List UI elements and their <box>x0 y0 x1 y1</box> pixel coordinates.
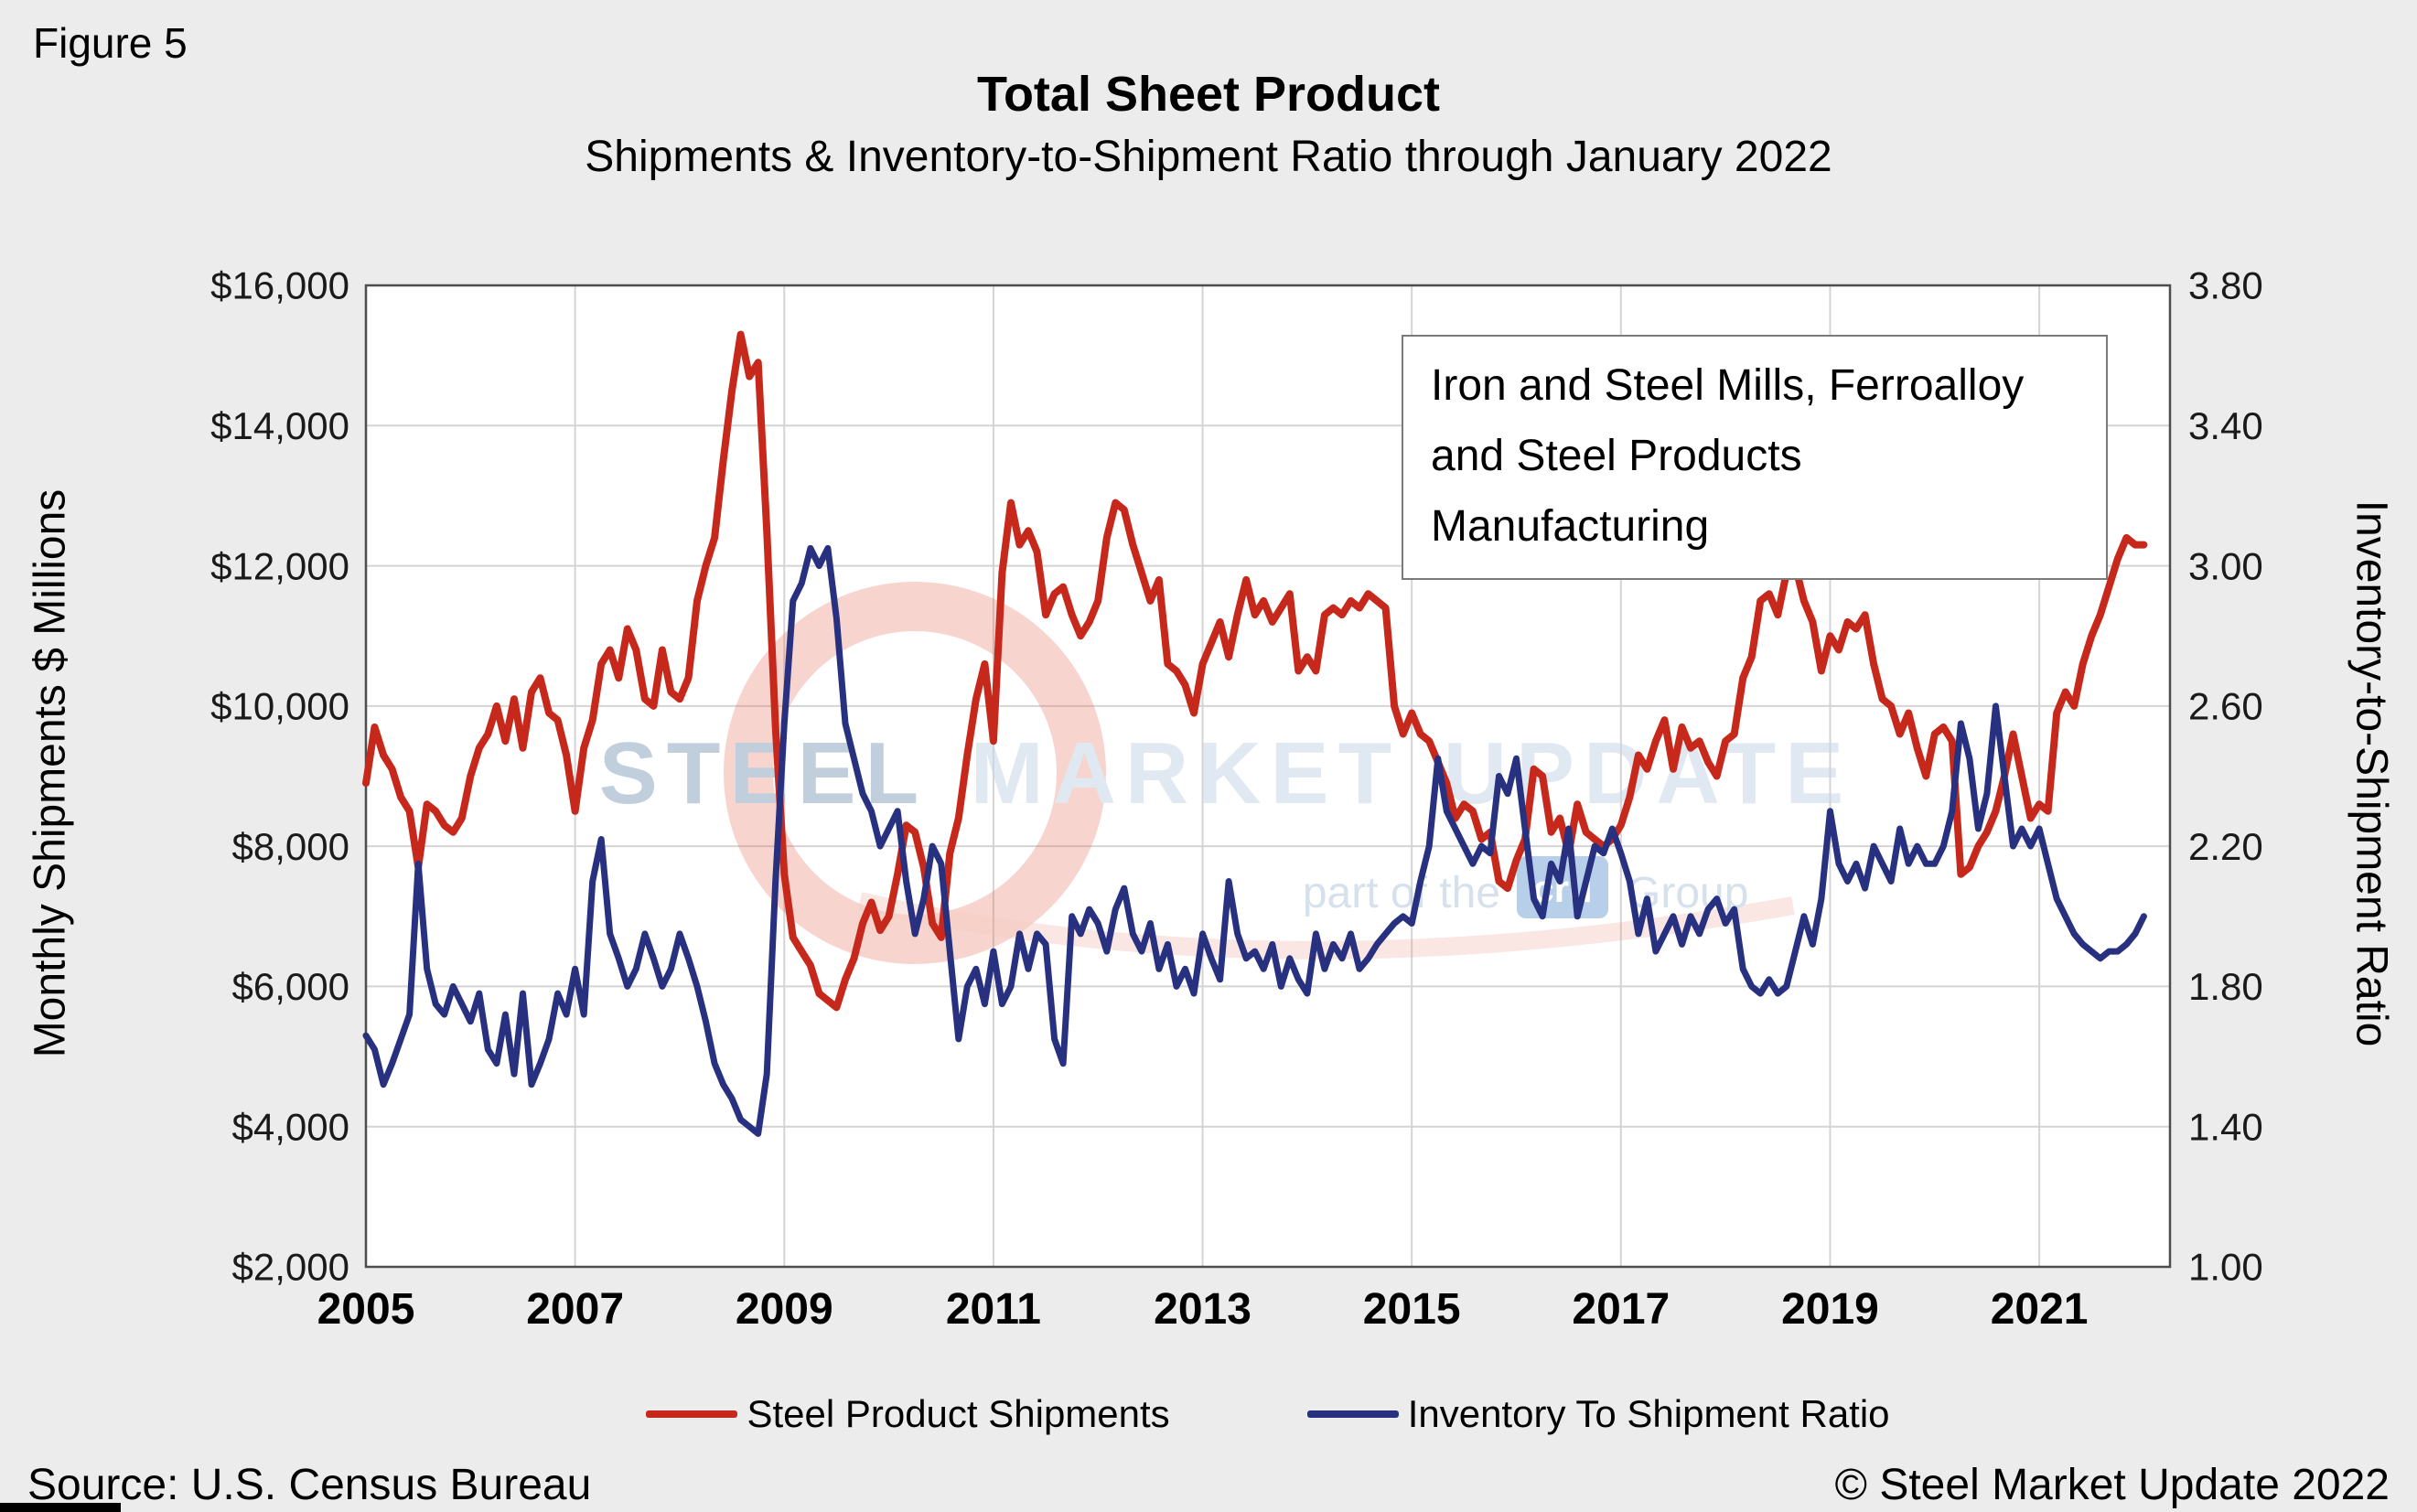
watermark-logo-ring <box>724 582 1106 964</box>
figure-label: Figure 5 <box>33 19 188 67</box>
watermark-swoosh <box>857 892 1795 960</box>
shipments-legend-label: Steel Product Shipments <box>747 1392 1170 1435</box>
right-axis-tick: 2.60 <box>2188 685 2263 728</box>
left-axis-tick: $14,000 <box>210 404 349 447</box>
chart-subtitle: Shipments & Inventory-to-Shipment Ratio … <box>585 133 1832 181</box>
annotation-box: Iron and Steel Mills, Ferroalloy and Ste… <box>1402 335 2108 581</box>
right-axis-tick: 3.80 <box>2188 264 2263 307</box>
axis-labels-layer: $2,000 $4,000 $6,000 $8,000 $10,000 $12,000 $1… <box>210 264 2263 1334</box>
watermark-tagline-prefix: part of the <box>1303 869 1500 917</box>
annotation-line-1: Iron and Steel Mills, Ferroalloy <box>1431 361 2025 410</box>
x-axis-tick: 2005 <box>317 1285 415 1334</box>
watermark-word-steel: STEEL <box>599 724 928 822</box>
left-axis-tick: $6,000 <box>232 965 349 1008</box>
x-axis-tick: 2013 <box>1154 1285 1251 1334</box>
x-axis-tick: 2015 <box>1363 1285 1461 1334</box>
legend-item-shipments: Steel Product Shipments <box>646 1392 1170 1436</box>
bottom-black-bar <box>0 1503 121 1512</box>
left-axis-tick: $12,000 <box>210 544 349 587</box>
right-axis-tick: 1.00 <box>2188 1246 2263 1289</box>
shipments-legend-swatch <box>646 1410 738 1418</box>
ratio-legend-swatch <box>1306 1410 1399 1418</box>
left-axis-tick: $16,000 <box>210 264 349 307</box>
x-axis-tick: 2017 <box>1572 1285 1670 1334</box>
watermark-word-update: UPDATE <box>1444 724 1853 822</box>
watermark-word-market: MARKET <box>971 724 1402 822</box>
watermark: STEEL MARKET UPDATE part of the cru Grou… <box>599 582 1853 964</box>
shipments-line <box>362 330 2148 1012</box>
ratio-line <box>362 544 2147 1137</box>
right-axis-tick: 3.40 <box>2188 404 2263 447</box>
legend: Steel Product Shipments Inventory To Shi… <box>366 1392 2170 1436</box>
x-axis-tick: 2007 <box>526 1285 624 1334</box>
source-note: Source: U.S. Census Bureau <box>27 1461 592 1509</box>
annotation-line-2: and Steel Products Manufacturing <box>1431 431 1802 551</box>
right-axis-tick: 1.80 <box>2188 965 2263 1008</box>
chart-title: Total Sheet Product <box>976 67 1441 122</box>
ratio-legend-label: Inventory To Shipment Ratio <box>1407 1392 1890 1435</box>
left-axis-tick: $10,000 <box>210 685 349 728</box>
x-axis-tick: 2019 <box>1781 1285 1879 1334</box>
copyright-note: © Steel Market Update 2022 <box>1834 1461 2390 1509</box>
x-axis-tick: 2021 <box>1991 1285 2089 1334</box>
right-axis-tick: 3.00 <box>2188 544 2263 587</box>
x-axis-tick: 2009 <box>736 1285 833 1334</box>
left-axis-tick: $4,000 <box>232 1105 349 1148</box>
x-axis-tick: 2011 <box>946 1285 1041 1334</box>
right-axis-tick: 1.40 <box>2188 1105 2263 1148</box>
left-axis-tick: $8,000 <box>232 825 349 868</box>
left-axis-tick: $2,000 <box>232 1246 349 1289</box>
series-layer <box>362 330 2148 1137</box>
legend-item-ratio: Inventory To Shipment Ratio <box>1306 1392 1890 1436</box>
right-axis-tick: 2.20 <box>2188 825 2263 868</box>
